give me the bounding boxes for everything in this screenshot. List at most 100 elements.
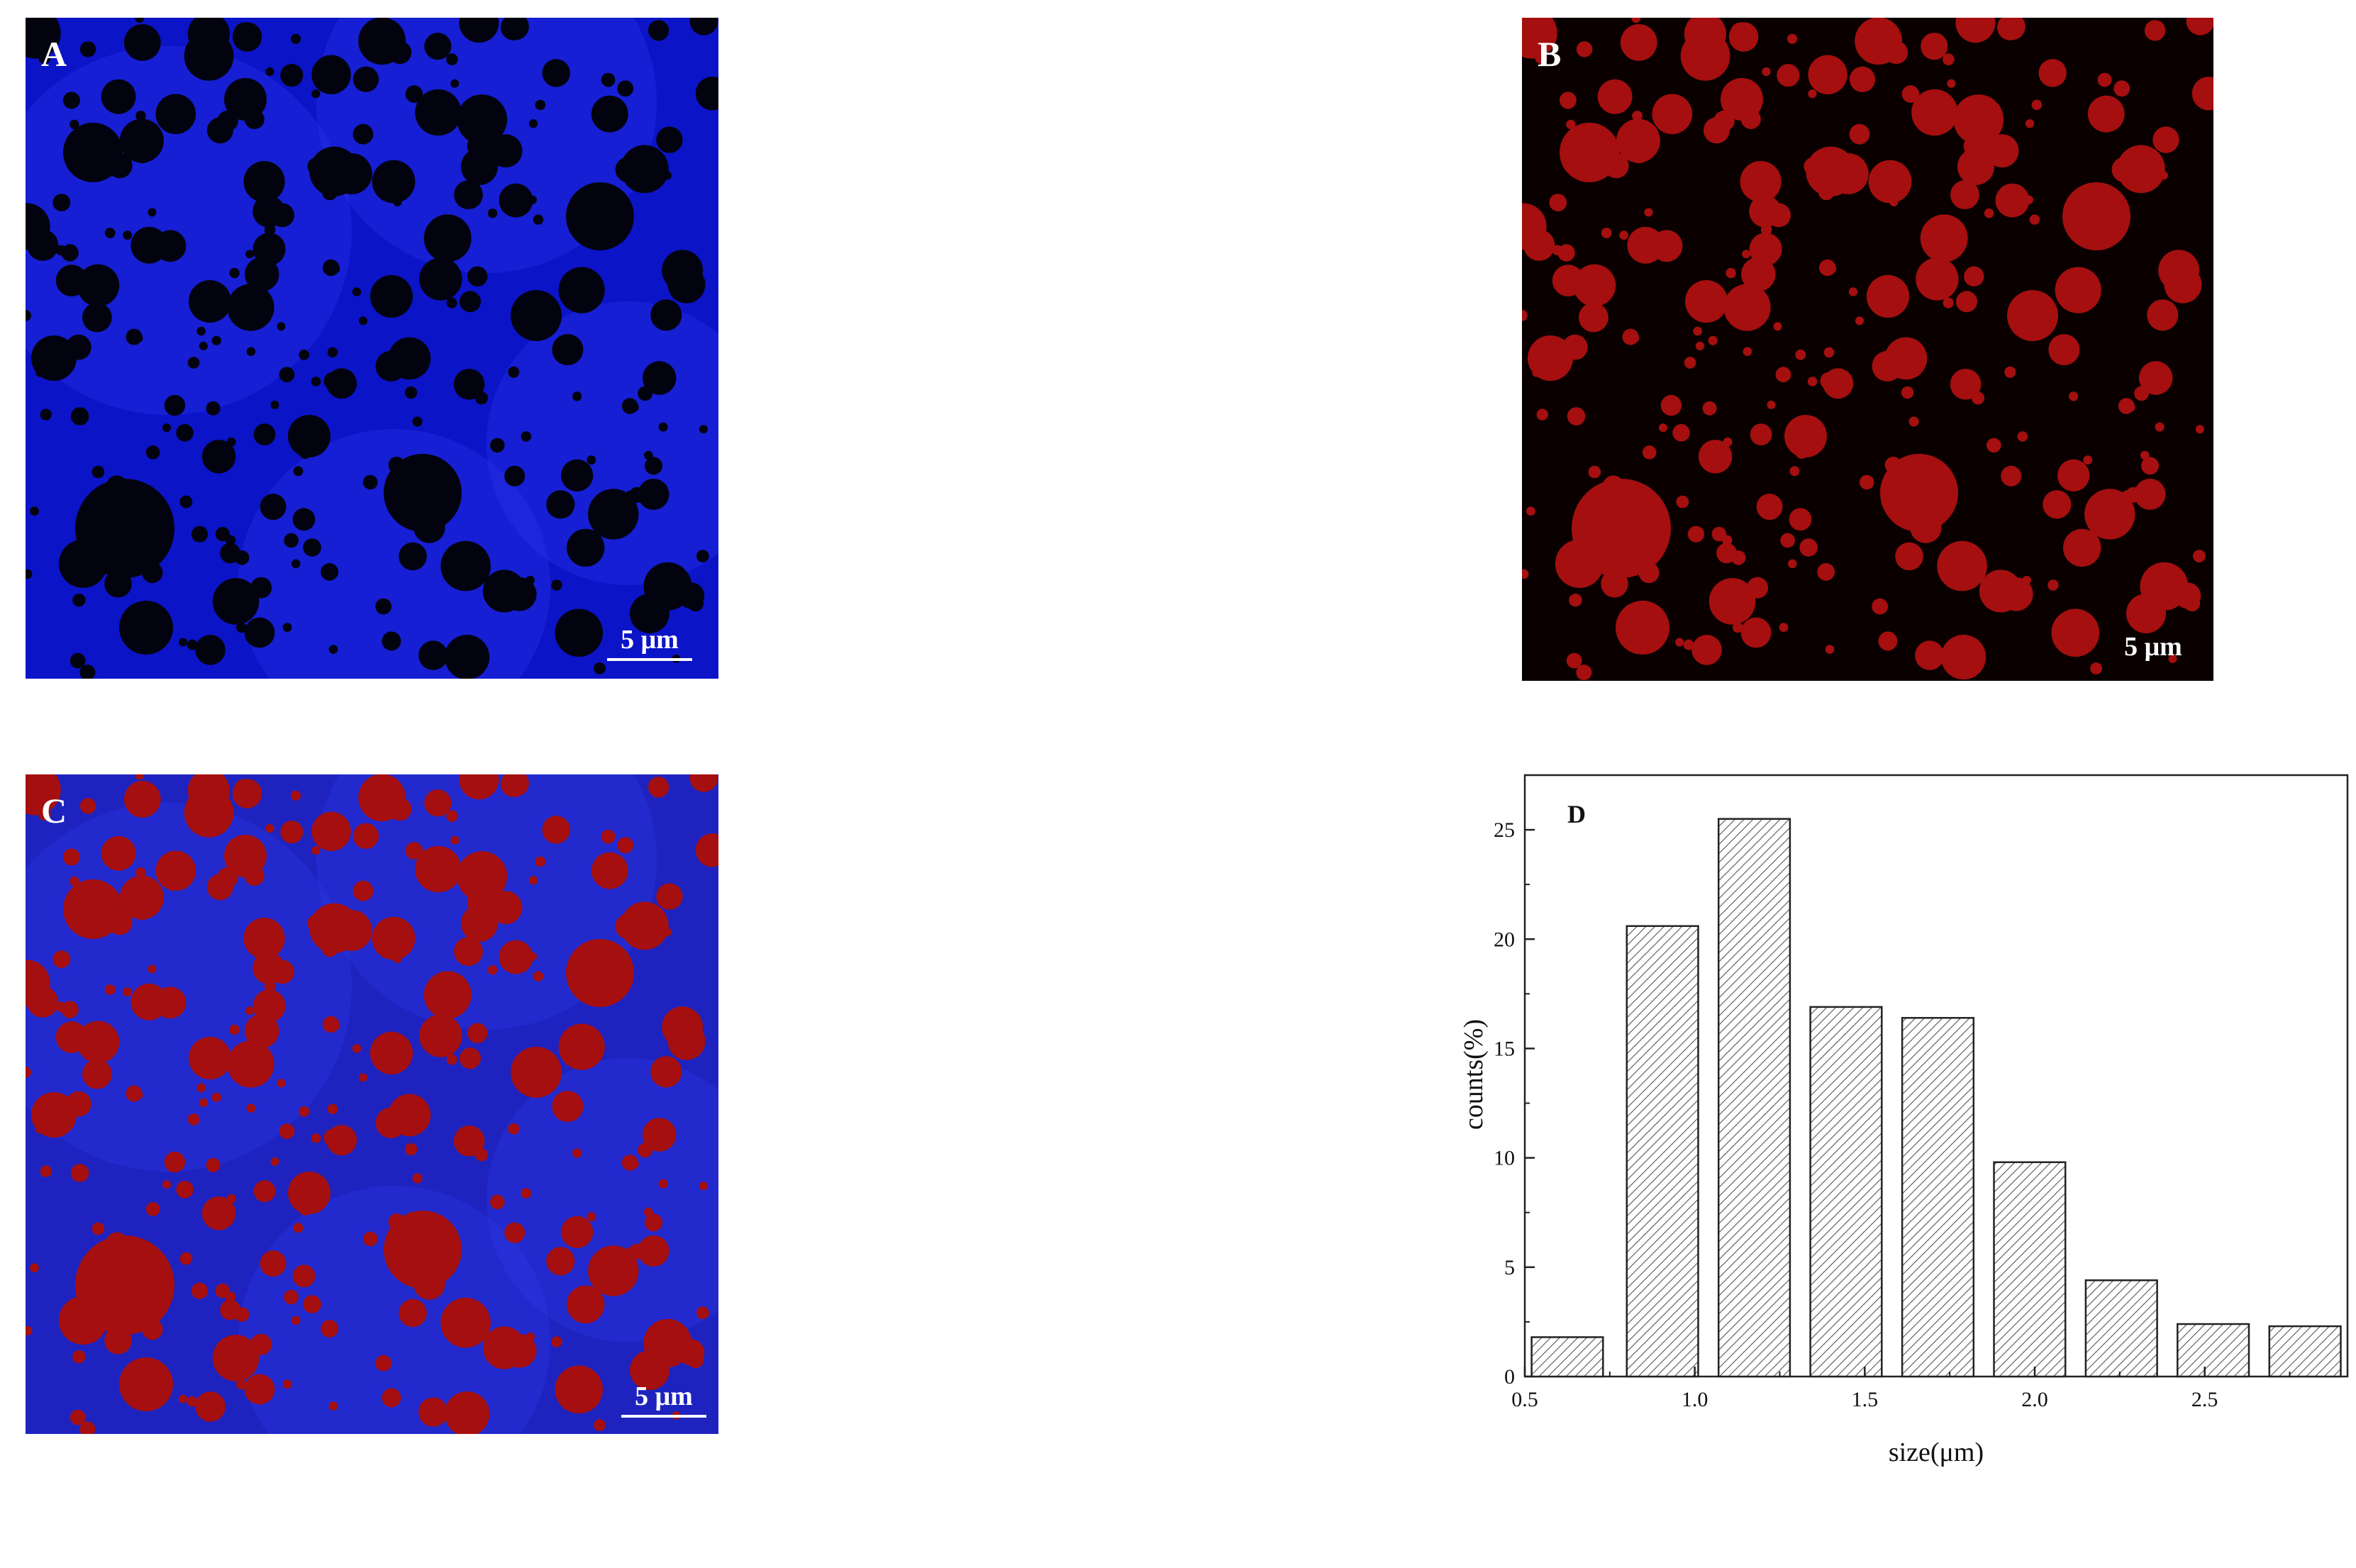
- micrograph-b-droplet: [1622, 328, 1639, 345]
- micrograph-b-droplet: [1691, 635, 1722, 665]
- micrograph-c-droplet: [591, 852, 628, 889]
- micrograph-b-droplet: [1767, 400, 1776, 409]
- micrograph-b-droplet: [1588, 465, 1601, 479]
- micrograph-a-droplet: [699, 425, 708, 434]
- micrograph-c-droplet: [656, 883, 683, 910]
- micrograph-a-droplet: [624, 490, 639, 504]
- micrograph-a-droplet: [179, 495, 193, 508]
- micrograph-a-droplet: [55, 265, 88, 296]
- micrograph-b-droplet: [1950, 369, 1982, 400]
- y-tick-label: 0: [1504, 1365, 1515, 1389]
- panel-label-c: C: [41, 791, 67, 830]
- micrograph-c-droplet: [154, 986, 187, 1019]
- micrograph-a-droplet: [62, 91, 80, 109]
- micrograph-a-droplet: [453, 369, 485, 400]
- micrograph-b-droplet: [1951, 105, 1969, 123]
- micrograph-c-droplet: [352, 823, 379, 849]
- micrograph-b-droplet: [1733, 622, 1743, 633]
- micrograph-a-droplet: [638, 479, 669, 510]
- micrograph-c-droplet: [699, 1181, 708, 1191]
- micrograph-c-droplet: [176, 1181, 194, 1199]
- micrograph-a-droplet: [528, 119, 538, 128]
- micrograph-a-droplet: [292, 508, 316, 531]
- scale-bar-b-text: 5 μm: [2124, 632, 2182, 662]
- micrograph-c-droplet: [70, 893, 115, 937]
- micrograph-b-droplet: [1576, 665, 1592, 681]
- micrograph-b-droplet: [1911, 89, 1958, 136]
- micrograph-a-droplet: [291, 33, 301, 44]
- micrograph-b-droplet: [1573, 264, 1616, 307]
- micrograph-a-droplet: [260, 494, 287, 521]
- micrograph-a-droplet: [384, 454, 462, 532]
- micrograph-c-droplet: [187, 1113, 200, 1125]
- micrograph-c-droplet: [106, 1232, 128, 1254]
- micrograph-b-droplet: [1825, 645, 1835, 654]
- micrograph-b-droplet: [2041, 311, 2050, 321]
- micrograph-a-droplet: [226, 437, 236, 447]
- micrograph-a-droplet: [244, 109, 265, 130]
- micrograph-b-droplet: [1756, 494, 1783, 521]
- micrograph-c-droplet: [528, 876, 538, 885]
- micrograph-a-droplet: [457, 94, 508, 145]
- micrograph-b-droplet: [1740, 109, 1761, 130]
- micrograph-b-droplet: [1685, 280, 1728, 323]
- micrograph-c-droplet: [459, 774, 499, 800]
- micrograph-c-droplet: [179, 1394, 188, 1403]
- y-tick-label: 5: [1504, 1256, 1515, 1279]
- micrograph-a-droplet: [572, 391, 582, 401]
- micrograph-c-droplet: [311, 1133, 321, 1143]
- micrograph-b-droplet: [1749, 195, 1782, 228]
- micrograph-a-droplet: [352, 123, 374, 145]
- scale-bar-a: 5 μm: [607, 624, 692, 661]
- micrograph-b-droplet: [2113, 80, 2130, 97]
- micrograph-a-droplet: [601, 72, 616, 87]
- micrograph-b-droplet: [2174, 582, 2201, 609]
- micrograph-b-droplet: [1999, 577, 2033, 611]
- micrograph-a-droplet: [499, 183, 533, 218]
- micrograph-a-droplet: [689, 18, 718, 35]
- micrograph-a-droplet: [58, 539, 108, 588]
- micrograph-a-droplet: [521, 431, 532, 442]
- micrograph-a-droplet: [489, 134, 523, 168]
- micrograph-c-droplet: [253, 1180, 276, 1202]
- micrograph-b-droplet: [1747, 577, 1769, 599]
- micrograph-b-droplet: [1808, 89, 1817, 99]
- micrograph-a-droplet: [265, 67, 274, 77]
- micrograph-c-droplet: [191, 1282, 209, 1299]
- micrograph-a-droplet: [352, 66, 379, 92]
- micrograph-b-droplet: [1987, 438, 2001, 453]
- micrograph-a-droplet: [459, 18, 499, 43]
- micrograph-b-droplet: [1619, 230, 1629, 240]
- micrograph-a-droplet: [322, 184, 338, 201]
- micrograph-b-droplet: [1787, 33, 1798, 44]
- micrograph-c-droplet: [621, 901, 669, 950]
- panel-label-a: A: [41, 34, 67, 74]
- micrograph-c-droplet: [461, 905, 498, 942]
- micrograph-b-droplet: [2118, 398, 2135, 414]
- micrograph-a-droplet: [656, 126, 683, 153]
- micrograph-c-droplet: [648, 777, 669, 798]
- micrograph-c-droplet: [196, 1083, 206, 1093]
- micrograph-c-droplet: [79, 1421, 96, 1434]
- micrograph-a-droplet: [30, 506, 39, 516]
- micrograph-a-droplet: [119, 118, 164, 163]
- micrograph-b-droplet: [1565, 136, 1574, 145]
- micrograph-c-droplet: [148, 964, 157, 974]
- micrograph-b-droplet: [1941, 635, 1987, 680]
- histogram-svg: 0.5 1.0 1.5 2.0 2.5 0 5 10 15 20 25 D size(μm) cou…: [1459, 774, 2349, 1467]
- micrograph-c: C 5 μm: [26, 774, 718, 1434]
- panel-label-b: B: [1538, 34, 1562, 74]
- micrograph-b-droplet: [1702, 401, 1717, 416]
- micrograph-b-droplet: [1995, 183, 2030, 218]
- micrograph-b-droplet: [1631, 18, 1641, 23]
- micrograph-a-droplet: [212, 578, 260, 625]
- histogram-bar-7: [2084, 1279, 2158, 1378]
- y-tick-label: 20: [1494, 928, 1515, 951]
- micrograph-b-droplet: [1599, 131, 1608, 141]
- micrograph-c-droplet: [135, 774, 145, 780]
- micrograph-a-droplet: [323, 372, 342, 390]
- micrograph-c-droplet: [388, 797, 412, 821]
- micrograph-a-droplet: [415, 89, 462, 136]
- micrograph-b-droplet: [2097, 72, 2112, 87]
- micrograph-c-haze: [238, 1186, 550, 1434]
